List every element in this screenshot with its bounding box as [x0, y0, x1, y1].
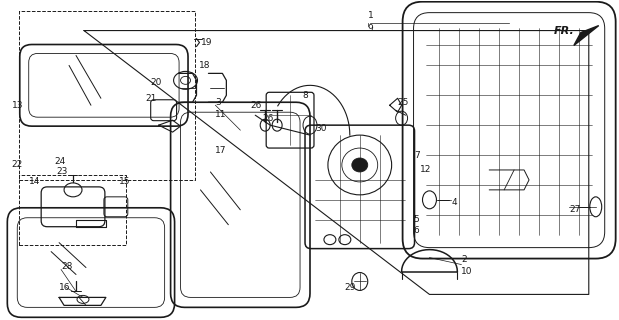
- Text: 10: 10: [461, 267, 473, 276]
- Text: 23: 23: [56, 167, 67, 176]
- Text: 11: 11: [215, 110, 227, 119]
- Text: 7: 7: [415, 150, 420, 160]
- Text: 17: 17: [215, 146, 227, 155]
- Text: 27: 27: [569, 205, 580, 214]
- Text: 30: 30: [315, 124, 326, 132]
- Text: 26: 26: [262, 114, 274, 123]
- Text: 6: 6: [413, 226, 419, 235]
- Text: 20: 20: [150, 78, 162, 87]
- Text: 21: 21: [145, 94, 157, 103]
- Text: 1: 1: [368, 11, 373, 20]
- Text: 2: 2: [461, 255, 467, 264]
- Text: 8: 8: [302, 91, 308, 100]
- Text: 9: 9: [368, 24, 373, 33]
- Text: 13: 13: [12, 101, 24, 110]
- Text: 12: 12: [420, 165, 431, 174]
- Text: 3: 3: [215, 98, 221, 107]
- Text: 29: 29: [345, 283, 356, 292]
- Text: 5: 5: [413, 215, 419, 224]
- Text: FR.: FR.: [554, 26, 574, 36]
- Text: 14: 14: [29, 177, 41, 187]
- Text: 18: 18: [199, 61, 210, 70]
- Text: 26: 26: [250, 101, 262, 110]
- Text: 4: 4: [451, 198, 457, 207]
- Text: 24: 24: [54, 157, 66, 166]
- Text: 19: 19: [201, 38, 212, 47]
- Text: 16: 16: [59, 283, 71, 292]
- Text: 22: 22: [11, 160, 22, 170]
- Text: 28: 28: [61, 262, 72, 271]
- Text: 25: 25: [397, 98, 409, 107]
- Ellipse shape: [352, 158, 368, 172]
- Polygon shape: [574, 26, 599, 45]
- Text: 15: 15: [119, 177, 131, 187]
